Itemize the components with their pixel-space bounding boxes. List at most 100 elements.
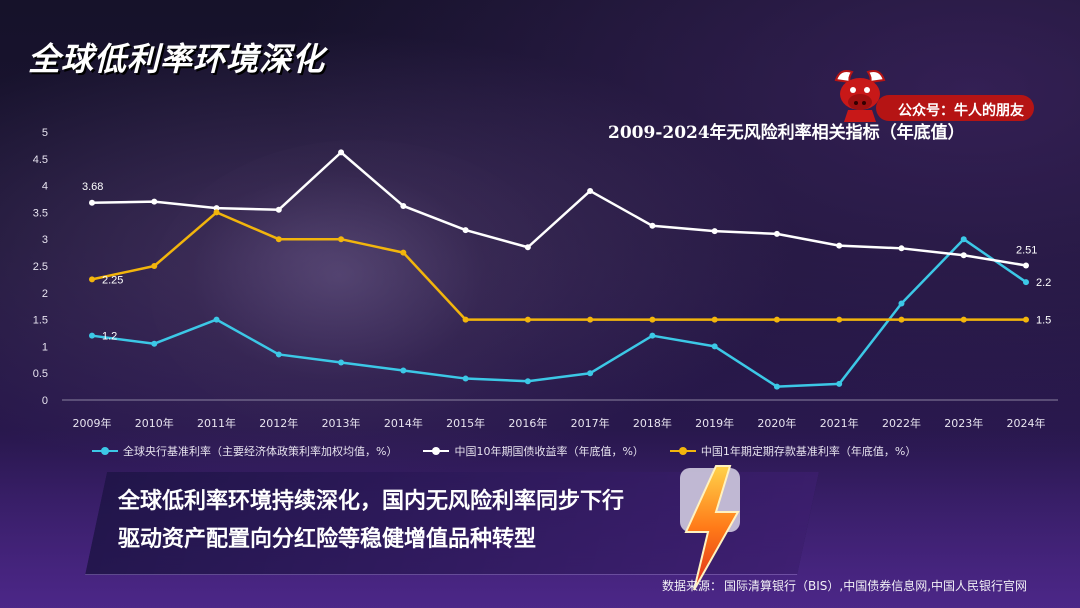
data-point [275, 351, 282, 358]
series-0: 1.2 2.2 [89, 236, 1051, 390]
legend-item-global-rate: 全球央行基准利率（主要经济体政策利率加权均值，%） [92, 443, 397, 459]
data-point [524, 244, 531, 251]
data-point [213, 316, 220, 323]
data-point [462, 227, 469, 234]
x-tick-label: 2009年 [73, 416, 112, 430]
y-tick-label: 3 [42, 234, 48, 246]
legend-item-1y-deposit: 中国1年期定期存款基准利率（年底值，%） [669, 443, 917, 459]
y-tick-label: 0.5 [33, 368, 48, 380]
data-point [898, 316, 905, 323]
data-point [275, 206, 282, 213]
y-tick-label: 3.5 [33, 207, 48, 219]
data-point [773, 230, 780, 237]
data-point [898, 245, 905, 252]
data-point [275, 236, 282, 243]
data-point [960, 236, 967, 243]
y-tick-label: 4 [42, 181, 48, 193]
data-point [89, 276, 95, 283]
series-line [91, 151, 1027, 267]
series-line [91, 211, 1026, 321]
x-tick-label: 2022年 [882, 416, 921, 430]
legend-swatch-cyan [92, 447, 118, 455]
legend-swatch-gold [669, 447, 696, 455]
legend-item-10y-bond: 中国10年期国债收益率（年底值，%） [423, 443, 644, 459]
data-point [400, 202, 407, 209]
source-prefix: 数据来源： [662, 579, 723, 593]
x-tick-label: 2011年 [197, 416, 236, 430]
series-line [91, 237, 1027, 388]
y-tick-label: 2.5 [33, 261, 48, 273]
data-point [89, 199, 95, 206]
x-tick-label: 2023年 [944, 416, 983, 430]
bull-logo-icon [834, 70, 886, 122]
data-point [213, 209, 220, 216]
data-point [338, 236, 345, 243]
data-point [649, 316, 656, 323]
data-label: 2.2 [1036, 277, 1051, 289]
data-point [338, 149, 345, 156]
data-point [587, 187, 594, 194]
brand-badge [826, 66, 1036, 122]
chart-legend: 全球央行基准利率（主要经济体政策利率加权均值，%） 中国10年期国债收益率（年底… [92, 443, 916, 459]
data-point [213, 205, 220, 212]
data-point [151, 263, 158, 269]
data-point [711, 228, 718, 235]
conclusion-text: 全球低利率环境持续深化，国内无风险利率同步下行 驱动资产配置向分红险等稳健增值品… [118, 482, 624, 558]
x-tick-label: 2020年 [757, 416, 796, 430]
x-tick-label: 2012年 [259, 416, 298, 430]
data-point [711, 316, 718, 323]
data-point [151, 198, 158, 205]
data-point [524, 316, 531, 323]
data-point [462, 316, 469, 323]
data-label: 1.5 [1036, 315, 1051, 327]
data-point [773, 383, 780, 390]
brand-pill [876, 95, 1034, 121]
data-point [649, 222, 656, 229]
legend-label: 中国10年期国债收益率（年底值，%） [454, 445, 644, 458]
x-tick-label: 2021年 [820, 416, 859, 430]
data-point [587, 316, 594, 323]
data-point [649, 332, 656, 339]
series-2: 2.25 1.5 [89, 209, 1051, 327]
data-point [836, 242, 843, 249]
x-tick-label: 2014年 [384, 416, 423, 430]
y-tick-label: 5 [42, 127, 48, 139]
x-tick-label: 2024年 [1007, 416, 1046, 430]
legend-label: 中国1年期定期存款基准利率（年底值，%） [700, 445, 917, 458]
x-tick-label: 2017年 [571, 416, 610, 430]
y-tick-label: 1 [42, 341, 48, 353]
data-point [1023, 262, 1029, 269]
data-point [338, 359, 345, 366]
lightning-bolt-icon [680, 465, 740, 591]
chart-title: 2009-2024年无风险利率相关指标（年底值） [608, 123, 965, 143]
x-tick-label: 2015年 [446, 416, 485, 430]
data-source: 数据来源： 国际清算银行（BIS）,中国债券信息网,中国人民银行官网 [662, 577, 1029, 594]
data-label: 3.68 [82, 181, 103, 193]
y-axis: 0 0.5 1 1.5 2 2.5 3 3.5 4 4.5 5 [33, 127, 48, 407]
page-title: 全球低利率环境深化 [28, 40, 326, 78]
conclusion-line-1: 全球低利率环境持续深化，国内无风险利率同步下行 [118, 488, 625, 514]
background-bull-image [150, 140, 570, 440]
y-tick-label: 0 [42, 395, 48, 407]
data-point [400, 367, 407, 374]
data-label: 2.51 [1016, 244, 1037, 256]
x-tick-label: 2010年 [135, 416, 174, 430]
data-label: 1.2 [102, 331, 117, 343]
data-point [836, 316, 843, 323]
x-tick-label: 2019年 [695, 416, 734, 430]
data-point [711, 343, 718, 350]
data-point [960, 316, 967, 323]
source-text: 国际清算银行（BIS）,中国债券信息网,中国人民银行官网 [724, 579, 1028, 593]
x-tick-label: 2016年 [508, 416, 547, 430]
data-point [1023, 279, 1029, 286]
data-point [587, 370, 594, 377]
y-tick-label: 2 [42, 288, 48, 300]
data-point [960, 252, 967, 259]
data-point [773, 316, 780, 323]
y-tick-label: 1.5 [33, 315, 48, 327]
data-label: 2.25 [102, 274, 123, 286]
x-tick-label: 2013年 [322, 416, 361, 430]
conclusion-line-2: 驱动资产配置向分红险等稳健增值品种转型 [118, 526, 537, 552]
data-point [1023, 316, 1029, 323]
brand-label: 公众号：牛人的朋友 [898, 103, 1024, 119]
